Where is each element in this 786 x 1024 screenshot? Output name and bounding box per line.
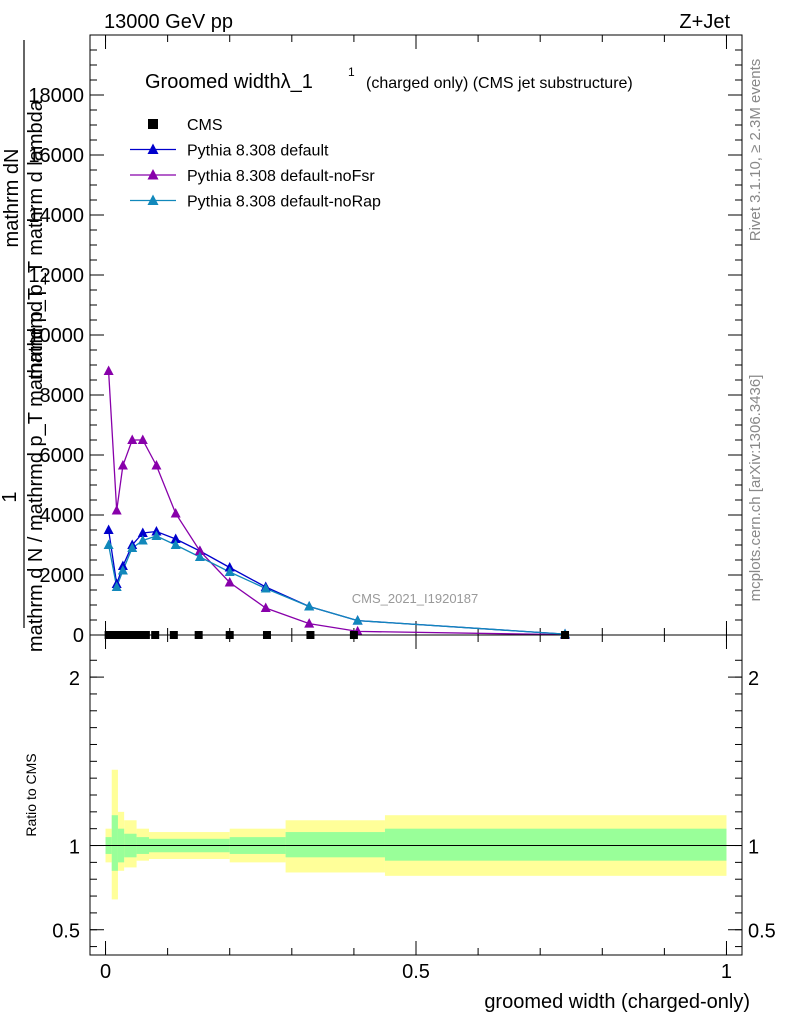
series-marker-default <box>103 524 114 534</box>
y-tick-label: 8000 <box>40 385 85 407</box>
series-line-nofsr <box>107 370 566 636</box>
series-marker-default <box>137 527 148 537</box>
series-marker-nofsr <box>260 602 271 612</box>
ratio-y-tick-label-right: 0.5 <box>748 921 776 943</box>
series-marker-nofsr <box>170 508 181 518</box>
series-marker-norap <box>111 581 122 591</box>
x-tick-label: 0.5 <box>402 961 430 983</box>
series-marker-nofsr <box>117 460 128 470</box>
header-collision-label: 13000 GeV pp <box>104 11 233 33</box>
series-marker-default <box>170 533 181 543</box>
series-marker-norap <box>137 535 148 545</box>
main-y-axis: 0 2000 4000 6000 8000 10000 12000 14000 16000 180… <box>28 35 742 647</box>
legend-label: Pythia 8.308 default-noRap <box>187 194 381 211</box>
ratio-y-tick-label: 2 <box>69 668 80 690</box>
ratio-bands <box>90 769 742 900</box>
series-marker-nofsr <box>111 505 122 515</box>
y-tick-label: 2000 <box>40 565 85 587</box>
ratio-plot: 0.5 0.51 12 2 0 0.5 1 Ratio to CMS groomed wi… <box>23 634 776 1013</box>
legend-entry-default: Pythia 8.308 default <box>130 143 329 160</box>
series-marker-nofsr <box>224 577 235 587</box>
header-process-label: Z+Jet <box>679 11 730 33</box>
plot-title: Groomed widthλ_1 1 (charged only) (CMS j… <box>145 65 633 93</box>
y-label-line-1: mathrm dN <box>1 149 23 248</box>
series-marker-norap <box>127 542 138 552</box>
y-label-line-2: mathrmd p_T mathrm d lambda <box>25 99 47 380</box>
plot-title-main: Groomed widthλ_1 <box>145 71 313 93</box>
y-tick-label: 10000 <box>28 325 84 347</box>
series-marker-nofsr <box>194 545 205 555</box>
series-marker-nofsr <box>103 365 114 375</box>
y-tick-label: 14000 <box>28 205 84 227</box>
y-tick-label: 18000 <box>28 85 84 107</box>
plot-title-superscript: 1 <box>348 65 355 79</box>
series-marker-norap <box>170 539 181 549</box>
x-tick-label: 0 <box>100 961 111 983</box>
series-marker-nofsr <box>151 460 162 470</box>
mcplots-label: mcplots.cern.ch [arXiv:1306.3436] <box>747 375 764 602</box>
rivet-version-label: Rivet 3.1.10, ≥ 2.3M events <box>747 59 764 242</box>
y-label-prefix: 1 <box>0 491 21 502</box>
legend-marker-triangle <box>147 194 159 205</box>
series-marker-nofsr <box>127 434 138 444</box>
series-marker-norap <box>224 566 235 576</box>
ratio-plot-frame <box>89 634 743 956</box>
x-axis-label: groomed width (charged-only) <box>484 991 750 1013</box>
ratio-band-inner <box>111 815 118 871</box>
legend-entry-nofsr: Pythia 8.308 default-noFsr <box>130 168 375 185</box>
main-y-axis-label: 1 mathrm dN mathrmd p_T mathrm d lambda … <box>0 40 47 652</box>
ratio-y-tick-label-right: 2 <box>748 668 759 690</box>
ratio-y-tick-label: 0.5 <box>52 921 80 943</box>
legend-entry-cms: CMS <box>148 117 223 134</box>
y-tick-label: 12000 <box>28 265 84 287</box>
ratio-y-tick-label: 1 <box>69 837 80 859</box>
y-label-line-3: mathrm d N / mathrmd p_T mathrmd p_T <box>25 288 47 652</box>
ratio-band-inner <box>384 828 727 861</box>
series-marker-norap <box>260 583 271 593</box>
legend-entry-norap: Pythia 8.308 default-noRap <box>130 194 381 211</box>
legend-label: Pythia 8.308 default-noFsr <box>187 168 375 185</box>
legend-label: Pythia 8.308 default <box>187 143 329 160</box>
main-plot: 0 2000 4000 6000 8000 10000 12000 14000 16000 180… <box>28 34 743 647</box>
series-marker-norap <box>304 601 315 611</box>
legend-label: CMS <box>187 117 223 134</box>
legend-marker-triangle <box>147 143 159 154</box>
series-marker-nofsr <box>304 618 315 628</box>
series-marker-norap <box>117 565 128 575</box>
x-tick-label: 1 <box>721 961 732 983</box>
series-marker-nofsr <box>137 434 148 444</box>
ratio-x-axis: 0 0.5 1 <box>100 635 732 983</box>
y-tick-label: 4000 <box>40 505 85 527</box>
ratio-y-axis-label: Ratio to CMS <box>23 753 39 836</box>
legend-marker-triangle <box>147 169 159 180</box>
series-marker-norap <box>194 551 205 561</box>
series-marker-norap <box>352 615 363 625</box>
y-tick-label: 6000 <box>40 445 85 467</box>
legend: CMS Pythia 8.308 default Pythia 8.308 defa… <box>130 117 381 211</box>
analysis-watermark: CMS_2021_I1920187 <box>352 591 479 606</box>
ratio-y-axis: 0.5 0.5 1 1 2 2 <box>52 659 776 948</box>
series-marker-norap <box>151 530 162 540</box>
plot-title-rest: (charged only) (CMS jet substructure) <box>366 75 633 92</box>
ratio-y-tick-label-right: 1 <box>748 837 759 859</box>
ratio-band-inner <box>285 832 385 858</box>
legend-marker-square <box>148 119 158 129</box>
y-tick-label: 0 <box>73 625 84 647</box>
y-tick-label: 16000 <box>28 145 84 167</box>
series-line-norap <box>107 535 566 635</box>
series-marker-norap <box>103 539 114 549</box>
main-series-group <box>103 365 571 639</box>
